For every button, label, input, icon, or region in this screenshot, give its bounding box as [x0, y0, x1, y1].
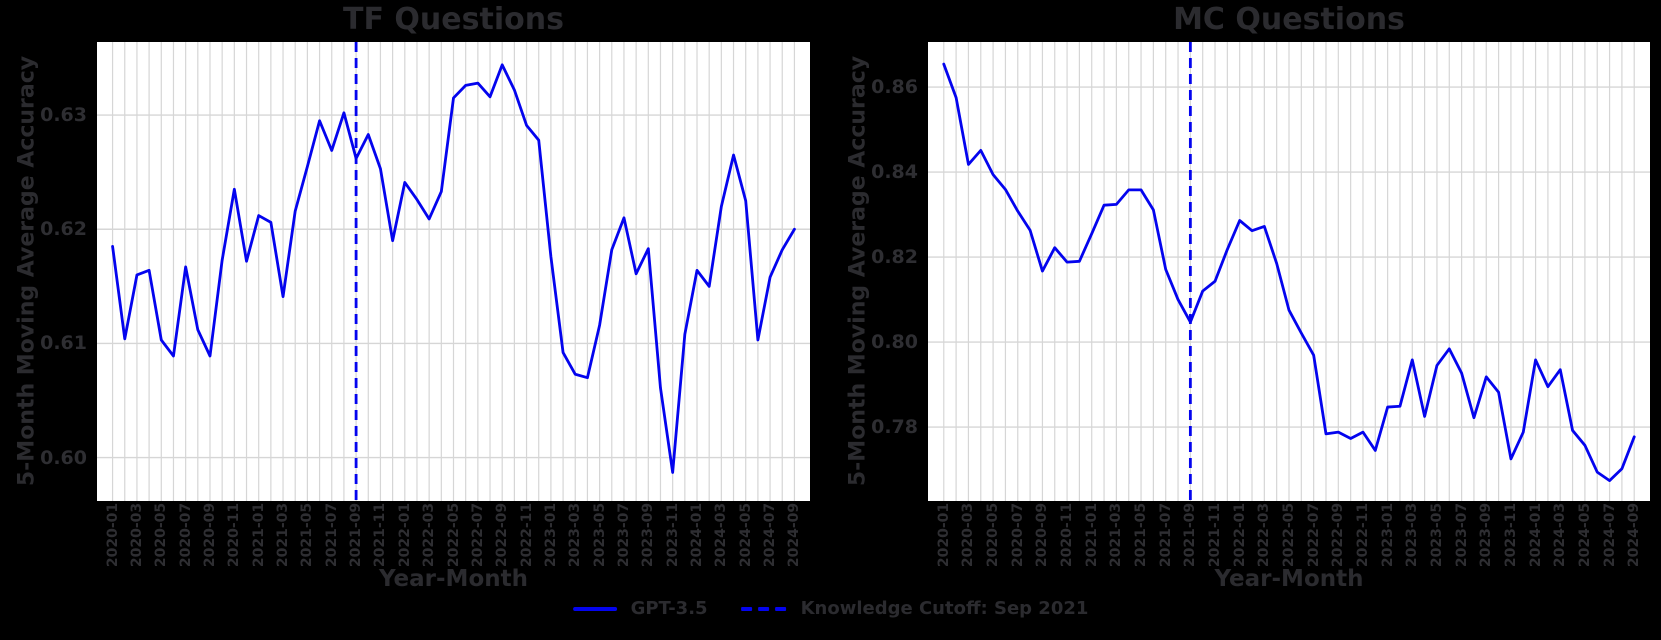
x-tick-label: 2022-11: [518, 502, 535, 568]
x-tick-label: 2024-01: [689, 502, 705, 568]
x-tick-label: 2020-01: [935, 502, 952, 568]
x-tick-label: 2020-03: [960, 502, 977, 568]
x-tick-label: 2023-01: [1379, 502, 1396, 568]
x-tick-label: 2023-01: [542, 502, 559, 568]
x-axis-label-tf: Year-Month: [379, 566, 528, 592]
x-tick-label: 2020-05: [153, 502, 170, 568]
x-tick-label: 2020-09: [1034, 502, 1051, 568]
y-tick-label: 0.63: [40, 104, 87, 127]
x-tick-label: 2020-01: [104, 502, 121, 568]
y-tick-label: 0.80: [871, 331, 918, 354]
x-tick-label: 2021-07: [323, 502, 340, 568]
x-tick-label: 2024-03: [1552, 502, 1569, 568]
y-tick-label: 0.78: [871, 416, 918, 439]
x-tick-label: 2021-11: [1207, 502, 1224, 568]
x-tick-label: 2024-07: [762, 502, 779, 568]
legend-cutoff-label: Knowledge Cutoff: Sep 2021: [800, 598, 1089, 619]
x-tick-label: 2021-11: [372, 502, 389, 568]
x-tick-label: 2020-11: [226, 502, 243, 568]
x-tick-label: 2023-11: [1502, 502, 1519, 568]
x-tick-label: 2022-11: [1354, 502, 1371, 568]
x-tick-label: 2023-09: [640, 502, 657, 568]
y-tick-label: 0.82: [871, 246, 918, 269]
x-tick-label: 2021-01: [250, 502, 267, 568]
x-tick-label: 2024-05: [1576, 502, 1593, 568]
x-tick-label: 2020-03: [128, 502, 145, 568]
x-tick-label: 2022-05: [1281, 502, 1297, 568]
chart-title-mc: MC Questions: [1173, 2, 1405, 37]
x-tick-label: 2024-09: [1626, 502, 1643, 568]
x-tick-label: 2022-03: [1256, 502, 1273, 568]
x-tick-label: 2024-01: [1527, 502, 1544, 568]
y-tick-label: 0.86: [871, 76, 918, 99]
y-tick-label: 0.84: [871, 161, 918, 184]
x-tick-label: 2024-05: [737, 502, 754, 568]
x-tick-label: 2021-05: [1133, 502, 1150, 568]
y-tick-label: 0.62: [40, 218, 87, 241]
x-tick-label: 2023-07: [615, 502, 632, 568]
x-axis-label-mc: Year-Month: [1214, 566, 1364, 592]
series-line-gpt-3.5: [111, 63, 796, 474]
x-tick-label: 2023-09: [1478, 502, 1495, 568]
x-tick-label: 2022-09: [1330, 502, 1347, 568]
x-tick-label: 2021-09: [1182, 502, 1199, 568]
x-tick-label: 2021-03: [1108, 502, 1125, 568]
y-tick-label: 0.61: [40, 332, 87, 355]
x-tick-label: 2023-05: [1428, 502, 1445, 568]
x-tick-label: 2023-03: [567, 502, 584, 568]
x-tick-label: 2020-05: [985, 502, 1002, 568]
chart-title-tf: TF Questions: [343, 2, 564, 37]
x-tick-label: 2022-07: [469, 502, 486, 568]
plot-area-mc: [928, 42, 1650, 501]
x-tick-label: 2022-05: [445, 502, 462, 568]
x-tick-label: 2020-11: [1059, 502, 1076, 568]
series-line-gpt-3.5: [942, 62, 1636, 482]
chart-canvas: [97, 42, 810, 501]
x-tick-label: 2023-11: [664, 502, 681, 568]
x-tick-label: 2021-07: [1157, 502, 1174, 568]
x-tick-label: 2022-03: [421, 502, 438, 568]
x-tick-label: 2020-07: [177, 502, 194, 568]
x-tick-label: 2024-03: [713, 502, 730, 568]
y-tick-label: 0.60: [40, 446, 87, 469]
legend-item-cutoff: Knowledge Cutoff: Sep 2021: [741, 598, 1089, 619]
x-tick-label: 2021-03: [275, 502, 292, 568]
x-tick-label: 2021-09: [348, 502, 365, 568]
x-tick-label: 2023-05: [591, 502, 608, 568]
x-tick-label: 2022-01: [1231, 502, 1248, 568]
plot-area-tf: [97, 42, 810, 501]
x-tick-label: 2023-03: [1404, 502, 1421, 568]
chart-canvas: [928, 42, 1650, 501]
legend: GPT-3.5 Knowledge Cutoff: Sep 2021: [572, 598, 1089, 619]
x-tick-label: 2021-05: [299, 502, 316, 568]
x-tick-label: 2023-07: [1453, 502, 1470, 568]
x-tick-label: 2022-07: [1305, 502, 1322, 568]
legend-item-series: GPT-3.5: [572, 598, 708, 619]
x-tick-label: 2020-07: [1009, 502, 1026, 568]
x-tick-label: 2022-09: [494, 502, 511, 568]
x-tick-label: 2022-01: [396, 502, 413, 568]
legend-solid-line-sample: [572, 606, 617, 611]
x-tick-label: 2024-09: [786, 502, 803, 568]
legend-dashed-line-sample: [741, 606, 787, 611]
x-tick-label: 2020-09: [201, 502, 218, 568]
x-tick-label: 2021-01: [1083, 502, 1100, 568]
legend-series-label: GPT-3.5: [630, 598, 708, 619]
x-tick-label: 2024-07: [1601, 502, 1618, 568]
